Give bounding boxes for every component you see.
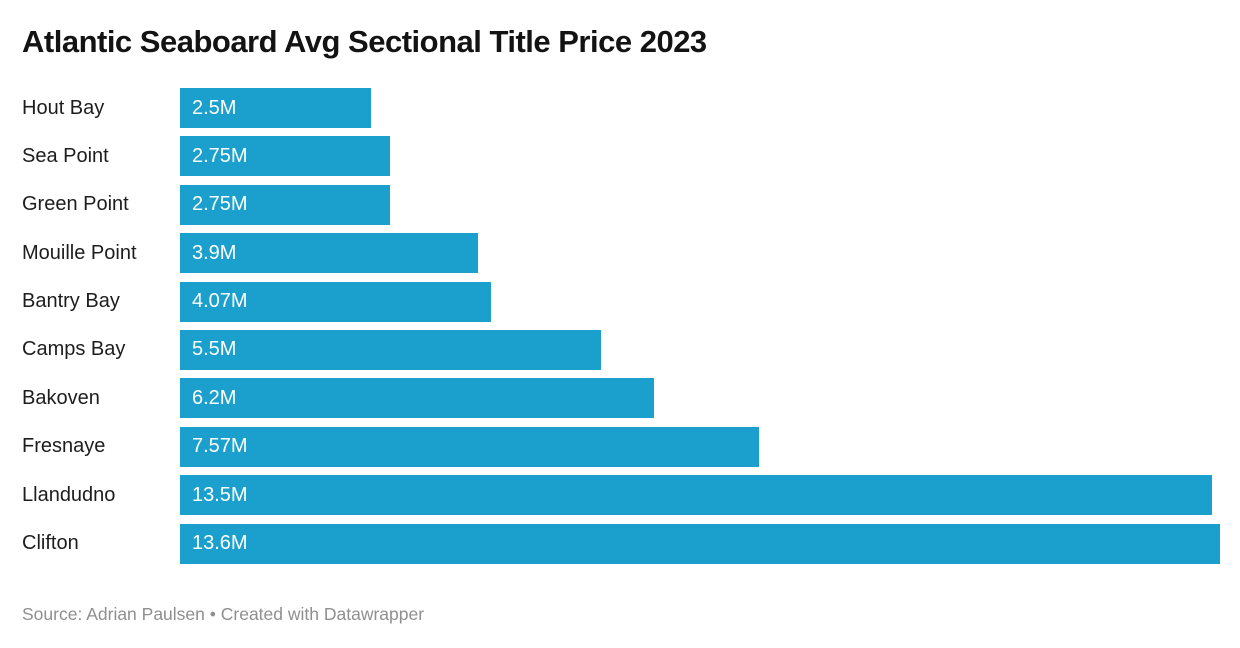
bar-value-label: 2.75M (192, 144, 248, 167)
bar: 5.5M (180, 329, 601, 370)
category-label: Green Point (22, 193, 129, 216)
bar: 3.9M (180, 233, 479, 274)
bar: 2.75M (180, 184, 391, 225)
bar-value-label: 4.07M (192, 290, 248, 313)
bar-track: 2.75M (180, 136, 1220, 177)
bar-plot-area: Hout Bay 2.5M Sea Point 2.75M Green Point 2.7… (0, 88, 1240, 564)
bar-row: Bakoven 6.2M (0, 378, 1240, 419)
bar-track: 2.5M (180, 88, 1220, 128)
bar-value-label: 5.5M (192, 338, 237, 361)
bar-value-label: 7.57M (192, 435, 248, 458)
bar-row: Llandudno 13.5M (0, 475, 1240, 516)
bar-row: Clifton 13.6M (0, 523, 1240, 564)
bar-track: 5.5M (180, 329, 1220, 370)
bar-row: Green Point 2.75M (0, 184, 1240, 225)
bar-row: Mouille Point 3.9M (0, 233, 1240, 274)
category-label: Camps Bay (22, 338, 126, 361)
bar-value-label: 2.75M (192, 193, 248, 216)
bar: 4.07M (180, 281, 492, 322)
bar-value-label: 2.5M (192, 96, 237, 119)
category-label: Bantry Bay (22, 290, 120, 313)
bar-value-label: 3.9M (192, 241, 237, 264)
bar-track: 2.75M (180, 184, 1220, 225)
bar: 6.2M (180, 378, 655, 419)
category-label: Fresnaye (22, 435, 106, 458)
bar-value-label: 13.6M (192, 532, 248, 555)
bar: 7.57M (180, 426, 759, 467)
bar-row: Bantry Bay 4.07M (0, 281, 1240, 322)
bar: 2.75M (180, 136, 391, 177)
bar-track: 13.5M (180, 475, 1220, 516)
bar-row: Camps Bay 5.5M (0, 329, 1240, 370)
bar-row: Fresnaye 7.57M (0, 426, 1240, 467)
bar-row: Hout Bay 2.5M (0, 88, 1240, 128)
bar-track: 13.6M (180, 523, 1220, 564)
bar-track: 6.2M (180, 378, 1220, 419)
category-label: Clifton (22, 532, 79, 555)
bar: 2.5M (180, 88, 372, 128)
bar-value-label: 13.5M (192, 483, 248, 506)
bar-value-label: 6.2M (192, 386, 237, 409)
bar: 13.5M (180, 475, 1213, 516)
category-label: Hout Bay (22, 96, 105, 119)
bar: 13.6M (180, 523, 1220, 564)
category-label: Sea Point (22, 144, 109, 167)
chart-title: Atlantic Seaboard Avg Sectional Title Pr… (22, 24, 707, 59)
source-attribution: Source: Adrian Paulsen • Created with Da… (22, 604, 425, 624)
bar-track: 3.9M (180, 233, 1220, 274)
bar-track: 4.07M (180, 281, 1220, 322)
category-label: Llandudno (22, 483, 116, 506)
category-label: Mouille Point (22, 241, 137, 264)
category-label: Bakoven (22, 386, 100, 409)
bar-row: Sea Point 2.75M (0, 136, 1240, 177)
bar-track: 7.57M (180, 426, 1220, 467)
